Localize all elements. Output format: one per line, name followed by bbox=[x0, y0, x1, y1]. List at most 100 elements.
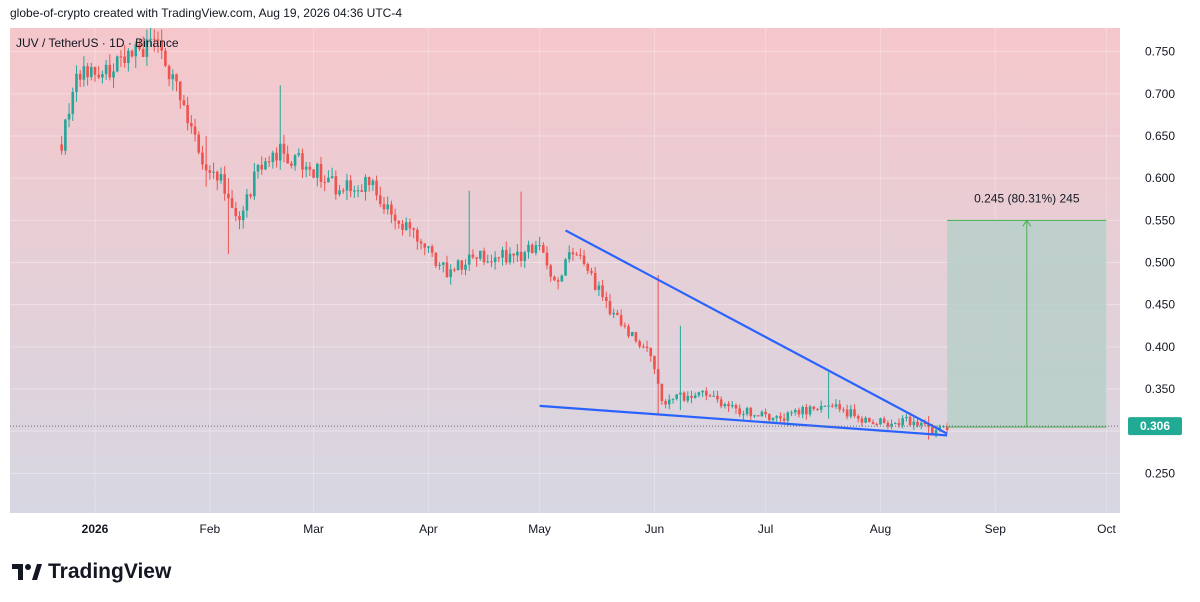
candle bbox=[716, 390, 719, 403]
candle-body bbox=[249, 194, 252, 197]
candle-body bbox=[516, 251, 519, 256]
candle bbox=[149, 27, 152, 47]
candle bbox=[527, 240, 530, 259]
candle bbox=[845, 404, 849, 420]
candle-body bbox=[490, 261, 493, 263]
candle bbox=[653, 355, 656, 375]
candle-body bbox=[701, 390, 704, 393]
candle bbox=[190, 115, 193, 134]
candle-body bbox=[367, 177, 371, 186]
x-axis-tick-label: Sep bbox=[985, 522, 1007, 536]
candle bbox=[634, 331, 638, 344]
candle bbox=[264, 157, 267, 171]
candle bbox=[612, 308, 615, 319]
x-axis-tick-label: Aug bbox=[870, 522, 891, 536]
trendline-lower[interactable] bbox=[539, 404, 948, 437]
candle bbox=[645, 340, 649, 353]
candle-body bbox=[738, 408, 741, 415]
candle bbox=[660, 383, 664, 405]
candle bbox=[156, 31, 160, 53]
candle bbox=[549, 263, 553, 282]
candle bbox=[475, 257, 478, 267]
candle bbox=[838, 399, 842, 413]
candle bbox=[423, 242, 427, 256]
candle bbox=[260, 156, 264, 175]
candle bbox=[438, 262, 441, 270]
candle-body bbox=[619, 315, 623, 326]
candle bbox=[597, 281, 601, 296]
candle bbox=[449, 264, 452, 285]
candle-body bbox=[71, 92, 75, 114]
candle-body bbox=[219, 174, 223, 181]
candle bbox=[808, 404, 812, 417]
candle-body bbox=[256, 164, 260, 172]
candle bbox=[586, 262, 590, 275]
candle-body bbox=[756, 415, 760, 417]
candle bbox=[71, 87, 75, 121]
candle bbox=[823, 405, 827, 407]
candle bbox=[627, 323, 630, 339]
candle bbox=[327, 170, 330, 183]
candle bbox=[482, 247, 486, 266]
candle-body bbox=[397, 220, 401, 224]
candle-body bbox=[241, 210, 245, 221]
candle bbox=[590, 267, 593, 276]
candle bbox=[278, 85, 282, 170]
candle-body bbox=[164, 50, 167, 66]
y-axis-tick-label: 0.400 bbox=[1145, 340, 1175, 354]
trendline-upper[interactable] bbox=[565, 229, 948, 435]
candle bbox=[830, 403, 834, 408]
candle bbox=[601, 280, 604, 301]
candle bbox=[223, 166, 226, 201]
candle-body bbox=[653, 356, 656, 370]
candle-body bbox=[801, 407, 804, 415]
candle-body bbox=[779, 416, 782, 419]
y-axis-tick-label: 0.650 bbox=[1145, 129, 1175, 143]
candle bbox=[316, 162, 319, 187]
candle-body bbox=[816, 408, 819, 410]
candle bbox=[630, 331, 634, 337]
candle bbox=[486, 254, 490, 264]
candle bbox=[575, 251, 578, 256]
candle bbox=[642, 343, 645, 349]
candle-body bbox=[393, 214, 397, 221]
candle-body bbox=[597, 285, 601, 290]
candle bbox=[538, 236, 541, 251]
candle bbox=[393, 208, 397, 230]
y-axis-tick-label: 0.450 bbox=[1145, 298, 1175, 312]
candle bbox=[401, 219, 404, 236]
y-axis-tick-label: 0.350 bbox=[1145, 382, 1175, 396]
candle-body bbox=[760, 411, 764, 417]
candle-body bbox=[719, 399, 723, 407]
candle-body bbox=[82, 66, 86, 80]
candle bbox=[215, 170, 219, 191]
candle-body bbox=[790, 412, 793, 414]
candle-body bbox=[197, 134, 201, 153]
candle bbox=[193, 118, 197, 142]
candle bbox=[64, 118, 67, 155]
candle-body bbox=[808, 406, 812, 415]
candle bbox=[871, 419, 875, 425]
candle-body bbox=[297, 153, 301, 156]
candle-body bbox=[438, 264, 441, 266]
candle bbox=[330, 167, 334, 179]
candle bbox=[419, 238, 423, 250]
candle bbox=[582, 250, 586, 267]
candle-body bbox=[797, 409, 801, 415]
candle-body bbox=[931, 427, 934, 436]
candle-body bbox=[475, 257, 478, 259]
candle bbox=[253, 163, 256, 200]
candle bbox=[364, 174, 367, 201]
candle-body bbox=[264, 161, 267, 170]
candle-body bbox=[705, 390, 708, 396]
candle-body bbox=[175, 74, 178, 82]
candle bbox=[749, 406, 753, 420]
candle bbox=[127, 48, 130, 72]
candle-body bbox=[186, 105, 189, 124]
candle-body bbox=[119, 56, 123, 58]
candle bbox=[249, 193, 252, 199]
candle-body bbox=[501, 249, 504, 258]
candle-body bbox=[768, 414, 771, 421]
candle bbox=[275, 147, 278, 168]
